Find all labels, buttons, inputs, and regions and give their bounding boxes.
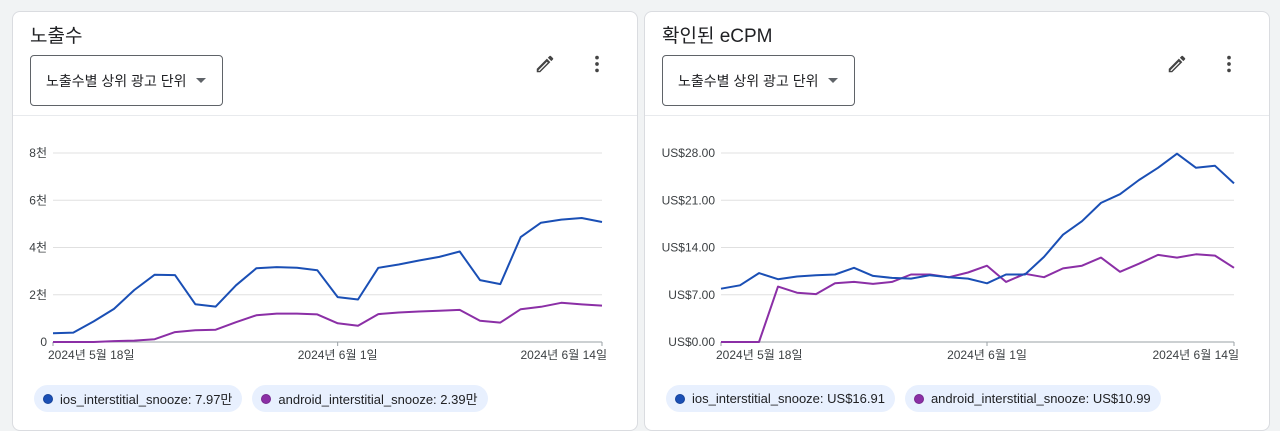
caret-down-icon [196, 78, 206, 83]
edit-button[interactable] [531, 50, 559, 78]
card-title: 노출수 [30, 26, 83, 47]
y-tick-label: 0 [40, 335, 47, 349]
impressions-card: 노출수 노출수별 상위 광고 단위 0 2천 4천 6천 8천 2024년 5월 18일 2… [12, 11, 638, 431]
y-tick-label: 2천 [29, 287, 47, 302]
more-vert-icon [595, 55, 599, 73]
series-line-android[interactable] [53, 301, 603, 343]
edit-button[interactable] [1163, 50, 1191, 78]
more-vert-icon [1227, 55, 1231, 73]
more-options-button[interactable] [1215, 50, 1243, 78]
series-line-android[interactable] [721, 253, 1235, 343]
chart-legend: ios_interstitial_snooze: US$16.91 androi… [666, 385, 1161, 412]
chart-legend: ios_interstitial_snooze: 7.97만 android_i… [34, 385, 488, 412]
ecpm-card: 확인된 eCPM 노출수별 상위 광고 단위 US$0.00 US$7.00 US$… [644, 11, 1270, 431]
y-tick-label: US$14.00 [662, 241, 716, 255]
caret-down-icon [828, 78, 838, 83]
card-divider [645, 115, 1269, 116]
legend-chip-ios[interactable]: ios_interstitial_snooze: US$16.91 [666, 385, 895, 412]
card-divider [13, 115, 637, 116]
y-tick-label: 8천 [29, 145, 47, 160]
legend-label: android_interstitial_snooze: US$10.99 [930, 391, 1151, 406]
legend-label: ios_interstitial_snooze: 7.97만 [60, 392, 233, 407]
pencil-icon [536, 55, 554, 73]
x-tick-label: 2024년 5월 18일 [716, 348, 803, 362]
dropdown-label: 노출수별 상위 광고 단위 [678, 72, 819, 89]
legend-dot-icon [261, 393, 272, 404]
series-line-ios[interactable] [52, 217, 603, 335]
ad-unit-dropdown[interactable]: 노출수별 상위 광고 단위 [30, 55, 223, 106]
y-tick-label: US$0.00 [668, 335, 715, 349]
y-tick-label: US$7.00 [668, 288, 715, 302]
dropdown-label: 노출수별 상위 광고 단위 [46, 72, 187, 89]
y-tick-label: 4천 [29, 240, 47, 255]
y-tick-label: 6천 [29, 192, 47, 207]
y-tick-label: US$28.00 [662, 146, 716, 160]
legend-label: android_interstitial_snooze: 2.39만 [278, 392, 478, 407]
ad-unit-dropdown[interactable]: 노출수별 상위 광고 단위 [662, 55, 855, 106]
card-title: 확인된 eCPM [662, 26, 773, 47]
legend-chip-ios[interactable]: ios_interstitial_snooze: 7.97만 [34, 385, 243, 412]
pencil-icon [1168, 55, 1186, 73]
x-tick-label: 2024년 6월 14일 [520, 348, 607, 362]
legend-chip-android[interactable]: android_interstitial_snooze: 2.39만 [252, 385, 488, 412]
series-line-ios[interactable] [720, 152, 1235, 290]
legend-dot-icon [43, 393, 53, 404]
x-tick-label: 2024년 6월 1일 [947, 348, 1027, 362]
impressions-chart: 0 2천 4천 6천 8천 2024년 5월 18일 2024년 6월 1일 2024년 6월… [29, 145, 607, 362]
legend-chip-android[interactable]: android_interstitial_snooze: US$10.99 [904, 385, 1161, 412]
x-tick-label: 2024년 5월 18일 [48, 348, 135, 362]
y-tick-label: US$21.00 [662, 193, 716, 207]
ecpm-chart: US$0.00 US$7.00 US$14.00 US$21.00 US$28.00 20… [662, 146, 1239, 362]
legend-dot-icon [675, 393, 685, 404]
x-tick-label: 2024년 6월 1일 [298, 348, 378, 362]
more-options-button[interactable] [583, 50, 611, 78]
legend-label: ios_interstitial_snooze: US$16.91 [692, 391, 885, 406]
x-tick-label: 2024년 6월 14일 [1152, 348, 1239, 362]
legend-dot-icon [913, 393, 924, 404]
